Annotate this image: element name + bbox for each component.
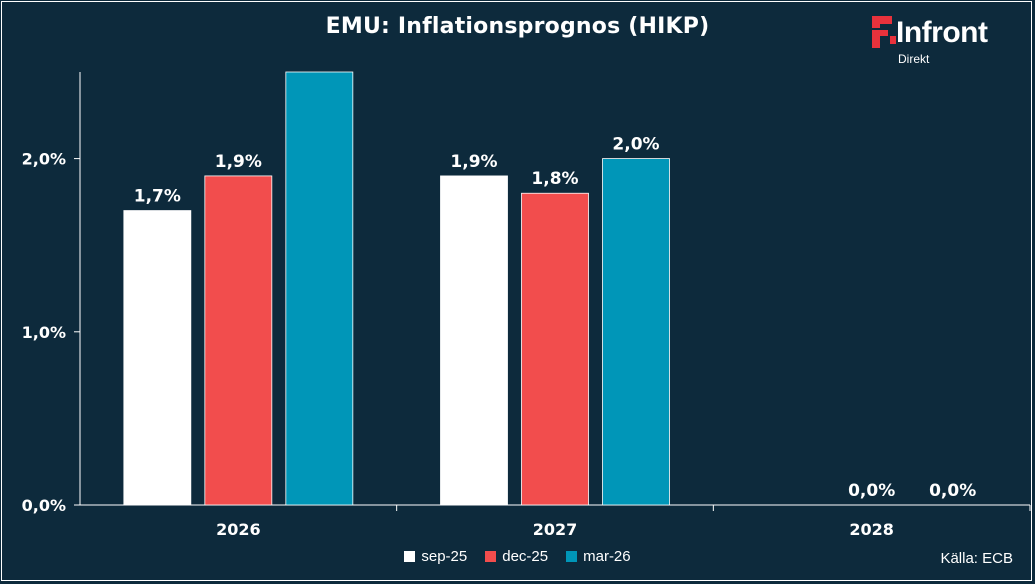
y-tick-label: 0,0% <box>22 496 66 515</box>
chart-title: EMU: Inflationsprognos (HIKP) <box>325 14 710 39</box>
legend-label: dec-25 <box>502 548 549 565</box>
infront-logo: Infront Direkt <box>870 12 1020 68</box>
x-tick-label: 2027 <box>533 520 578 539</box>
y-tick-label: 2,0% <box>22 150 66 169</box>
bar <box>602 158 670 506</box>
logo-subtext: Direkt <box>898 52 930 66</box>
logo-mark-icon <box>872 16 896 48</box>
y-tick-label: 1,0% <box>22 323 66 342</box>
data-label: 1,8% <box>531 169 578 189</box>
x-tick-label: 2028 <box>849 520 894 539</box>
legend-swatch <box>404 551 416 562</box>
data-label: 1,9% <box>450 152 497 172</box>
legend-swatch <box>566 551 578 562</box>
legend-item: mar-26 <box>566 548 631 565</box>
bar <box>521 192 589 506</box>
data-label: 0,0% <box>848 481 895 501</box>
legend-item: sep-25 <box>404 548 467 565</box>
logo-text: Infront <box>896 16 988 49</box>
data-label: 1,7% <box>134 187 181 207</box>
legend-label: mar-26 <box>583 548 631 565</box>
legend-label: sep-25 <box>421 548 468 565</box>
legend-swatch <box>485 551 497 562</box>
legend: sep-25 dec-25 mar-26 <box>0 548 1035 565</box>
x-tick-label: 2026 <box>216 520 261 539</box>
data-label: 2,0% <box>612 135 659 155</box>
source-note: Källa: ECB <box>940 550 1013 567</box>
bar <box>285 71 354 506</box>
bar <box>123 210 192 506</box>
data-label: 0,0% <box>929 481 976 501</box>
legend-item: dec-25 <box>485 548 548 565</box>
data-label: 1,9% <box>215 152 262 172</box>
bar <box>204 175 273 506</box>
bar <box>440 175 508 506</box>
